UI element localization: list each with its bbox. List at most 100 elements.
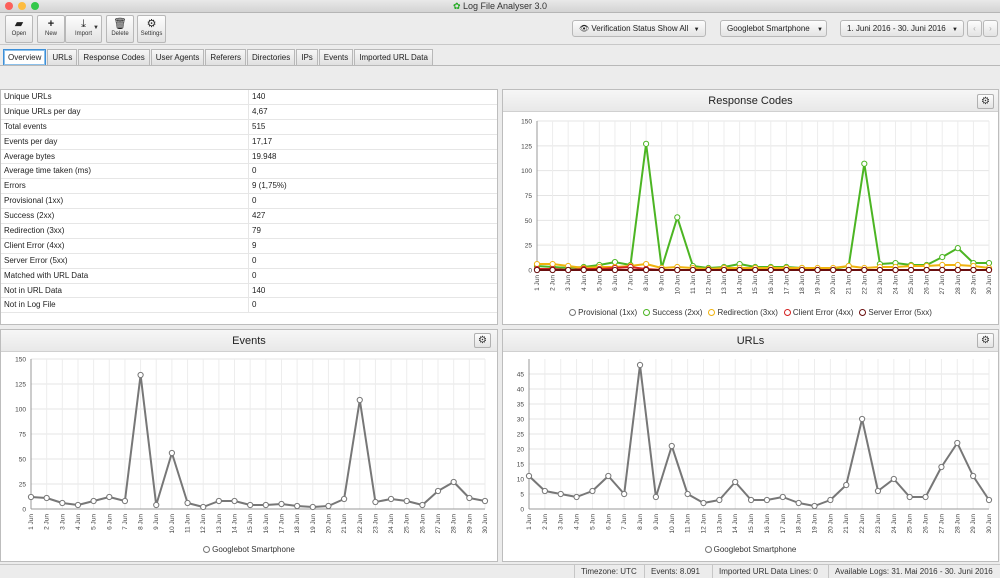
urls-settings-button[interactable]: ⚙ xyxy=(977,333,994,348)
table-row[interactable]: Provisional (1xx) 0 xyxy=(1,194,497,210)
tab-directories[interactable]: Directories xyxy=(247,49,296,65)
tab-urls[interactable]: URLs xyxy=(47,49,78,65)
delete-label: Delete xyxy=(111,31,129,37)
x-tick-label: 27 Jun xyxy=(435,514,442,534)
x-tick-label: 1 Jun xyxy=(534,275,541,291)
chevron-down-icon: ▼ xyxy=(816,27,823,33)
metric-label: Not in Log File xyxy=(1,298,249,313)
y-tick-label: 5 xyxy=(520,492,524,499)
new-button[interactable]: + New xyxy=(37,15,65,43)
metric-label: Total events xyxy=(1,119,249,134)
response-codes-legend: Provisional (1xx) Success (2xx) Redirectio… xyxy=(503,308,998,317)
data-point xyxy=(557,490,564,498)
metric-value: 0 xyxy=(252,255,257,265)
x-tick-label: 17 Jun xyxy=(780,514,787,534)
tab-imported-url-data[interactable]: Imported URL Data xyxy=(354,49,433,65)
tab-divider xyxy=(0,65,1000,66)
data-point xyxy=(643,140,650,147)
legend-item[interactable]: Provisional (1xx) xyxy=(569,308,637,317)
metric-label: Average time taken (ms) xyxy=(1,164,249,179)
minimize-window-button[interactable] xyxy=(18,2,26,10)
date-range-dropdown[interactable]: 1. Juni 2016 - 30. Juni 2016 ▼ xyxy=(840,20,964,37)
gear-icon: ⚙ xyxy=(146,18,157,30)
x-tick-label: 13 Jun xyxy=(716,514,723,534)
date-next-button[interactable]: › xyxy=(983,20,998,37)
tab-referers[interactable]: Referers xyxy=(205,49,246,65)
x-tick-label: 28 Jun xyxy=(955,275,962,295)
table-row[interactable]: Not in URL Data 140 xyxy=(1,283,497,299)
metric-value: 0 xyxy=(252,270,257,280)
close-window-button[interactable] xyxy=(5,2,13,10)
zoom-window-button[interactable] xyxy=(31,2,39,10)
tab-response-codes[interactable]: Response Codes xyxy=(78,49,150,65)
table-row[interactable]: Not in Log File 0 xyxy=(1,298,497,314)
table-row[interactable]: Average bytes 19.948 xyxy=(1,149,497,165)
delete-button[interactable]: 🗑 Delete xyxy=(106,15,134,43)
tab-events[interactable]: Events xyxy=(318,49,354,65)
y-tick-label: 50 xyxy=(19,457,27,464)
tab-ips[interactable]: IPs xyxy=(296,49,318,65)
legend-marker-icon xyxy=(643,309,651,316)
x-tick-label: 26 Jun xyxy=(923,514,930,534)
y-tick-label: 100 xyxy=(521,168,532,175)
data-point xyxy=(939,253,946,261)
x-tick-label: 3 Jun xyxy=(558,514,565,530)
tab-user-agents[interactable]: User Agents xyxy=(150,49,205,65)
data-point xyxy=(732,478,739,486)
table-row[interactable]: Total events 515 xyxy=(1,119,497,135)
settings-button[interactable]: ⚙ Settings xyxy=(137,15,166,43)
legend-item[interactable]: Googlebot Smartphone xyxy=(203,545,295,554)
table-row[interactable]: Redirection (3xx) 79 xyxy=(1,224,497,239)
user-agent-dropdown[interactable]: Googlebot Smartphone ▼ xyxy=(720,20,827,37)
table-row[interactable]: Unique URLs 140 xyxy=(1,90,497,105)
legend-item[interactable]: Server Error (5xx) xyxy=(859,308,932,317)
data-point xyxy=(922,493,929,501)
table-row[interactable]: Errors 9 (1,75%) xyxy=(1,179,497,195)
x-tick-label: 2 Jun xyxy=(550,275,557,291)
data-point xyxy=(970,472,977,480)
data-point xyxy=(985,496,993,504)
legend-item[interactable]: Success (2xx) xyxy=(643,308,702,317)
data-point xyxy=(525,472,533,480)
status-available-logs: Available Logs: 31. Mai 2016 - 30. Juni … xyxy=(828,565,993,578)
tab-overview[interactable]: Overview xyxy=(3,49,47,65)
toolbar: ▰ Open + New ⤓ Import ▼ 🗑 Delete ⚙ Setti… xyxy=(0,13,1000,45)
data-point xyxy=(705,266,712,274)
response-codes-settings-button[interactable]: ⚙ xyxy=(977,94,994,109)
table-row[interactable]: Unique URLs per day 4,67 xyxy=(1,104,497,120)
data-point xyxy=(939,261,946,269)
x-tick-label: 4 Jun xyxy=(574,514,581,530)
events-settings-button[interactable]: ⚙ xyxy=(474,333,491,348)
data-point xyxy=(636,361,644,369)
x-tick-label: 18 Jun xyxy=(799,275,806,295)
data-point xyxy=(356,396,363,404)
data-point xyxy=(907,266,915,274)
date-prev-button[interactable]: ‹ xyxy=(967,20,982,37)
table-row[interactable]: Server Error (5xx) 0 xyxy=(1,253,497,269)
legend-item[interactable]: Client Error (4xx) xyxy=(783,308,853,317)
x-tick-label: 17 Jun xyxy=(783,275,790,295)
table-row[interactable]: Events per day 17,17 xyxy=(1,134,497,150)
gear-icon: ⚙ xyxy=(981,335,990,346)
table-row[interactable]: Client Error (4xx) 9 xyxy=(1,238,497,254)
data-point xyxy=(387,495,395,503)
verification-status-dropdown[interactable]: 👁 Verification Status Show All ▼ xyxy=(572,20,706,37)
legend-item[interactable]: Redirection (3xx) xyxy=(708,308,778,317)
metric-value: 140 xyxy=(252,285,266,295)
data-point xyxy=(43,494,50,502)
y-tick-label: 125 xyxy=(15,382,26,389)
x-tick-label: 13 Jun xyxy=(721,275,728,295)
data-point xyxy=(611,258,619,266)
data-point xyxy=(827,496,834,504)
y-tick-label: 50 xyxy=(525,218,533,225)
x-tick-label: 15 Jun xyxy=(748,514,755,534)
import-button[interactable]: ⤓ Import ▼ xyxy=(65,15,102,43)
metric-value: 0 xyxy=(252,300,257,310)
open-button[interactable]: ▰ Open xyxy=(5,15,33,43)
table-row[interactable]: Average time taken (ms) 0 xyxy=(1,164,497,180)
table-row[interactable]: Matched with URL Data 0 xyxy=(1,268,497,284)
legend-item[interactable]: Googlebot Smartphone xyxy=(704,545,796,554)
table-row[interactable]: Success (2xx) 427 xyxy=(1,209,497,225)
events-panel: Events ⚙ 0 25 50 75 100 125 150 1 Jun 2 Jun 3 Jun… xyxy=(0,329,498,562)
x-tick-label: 7 Jun xyxy=(621,514,628,530)
